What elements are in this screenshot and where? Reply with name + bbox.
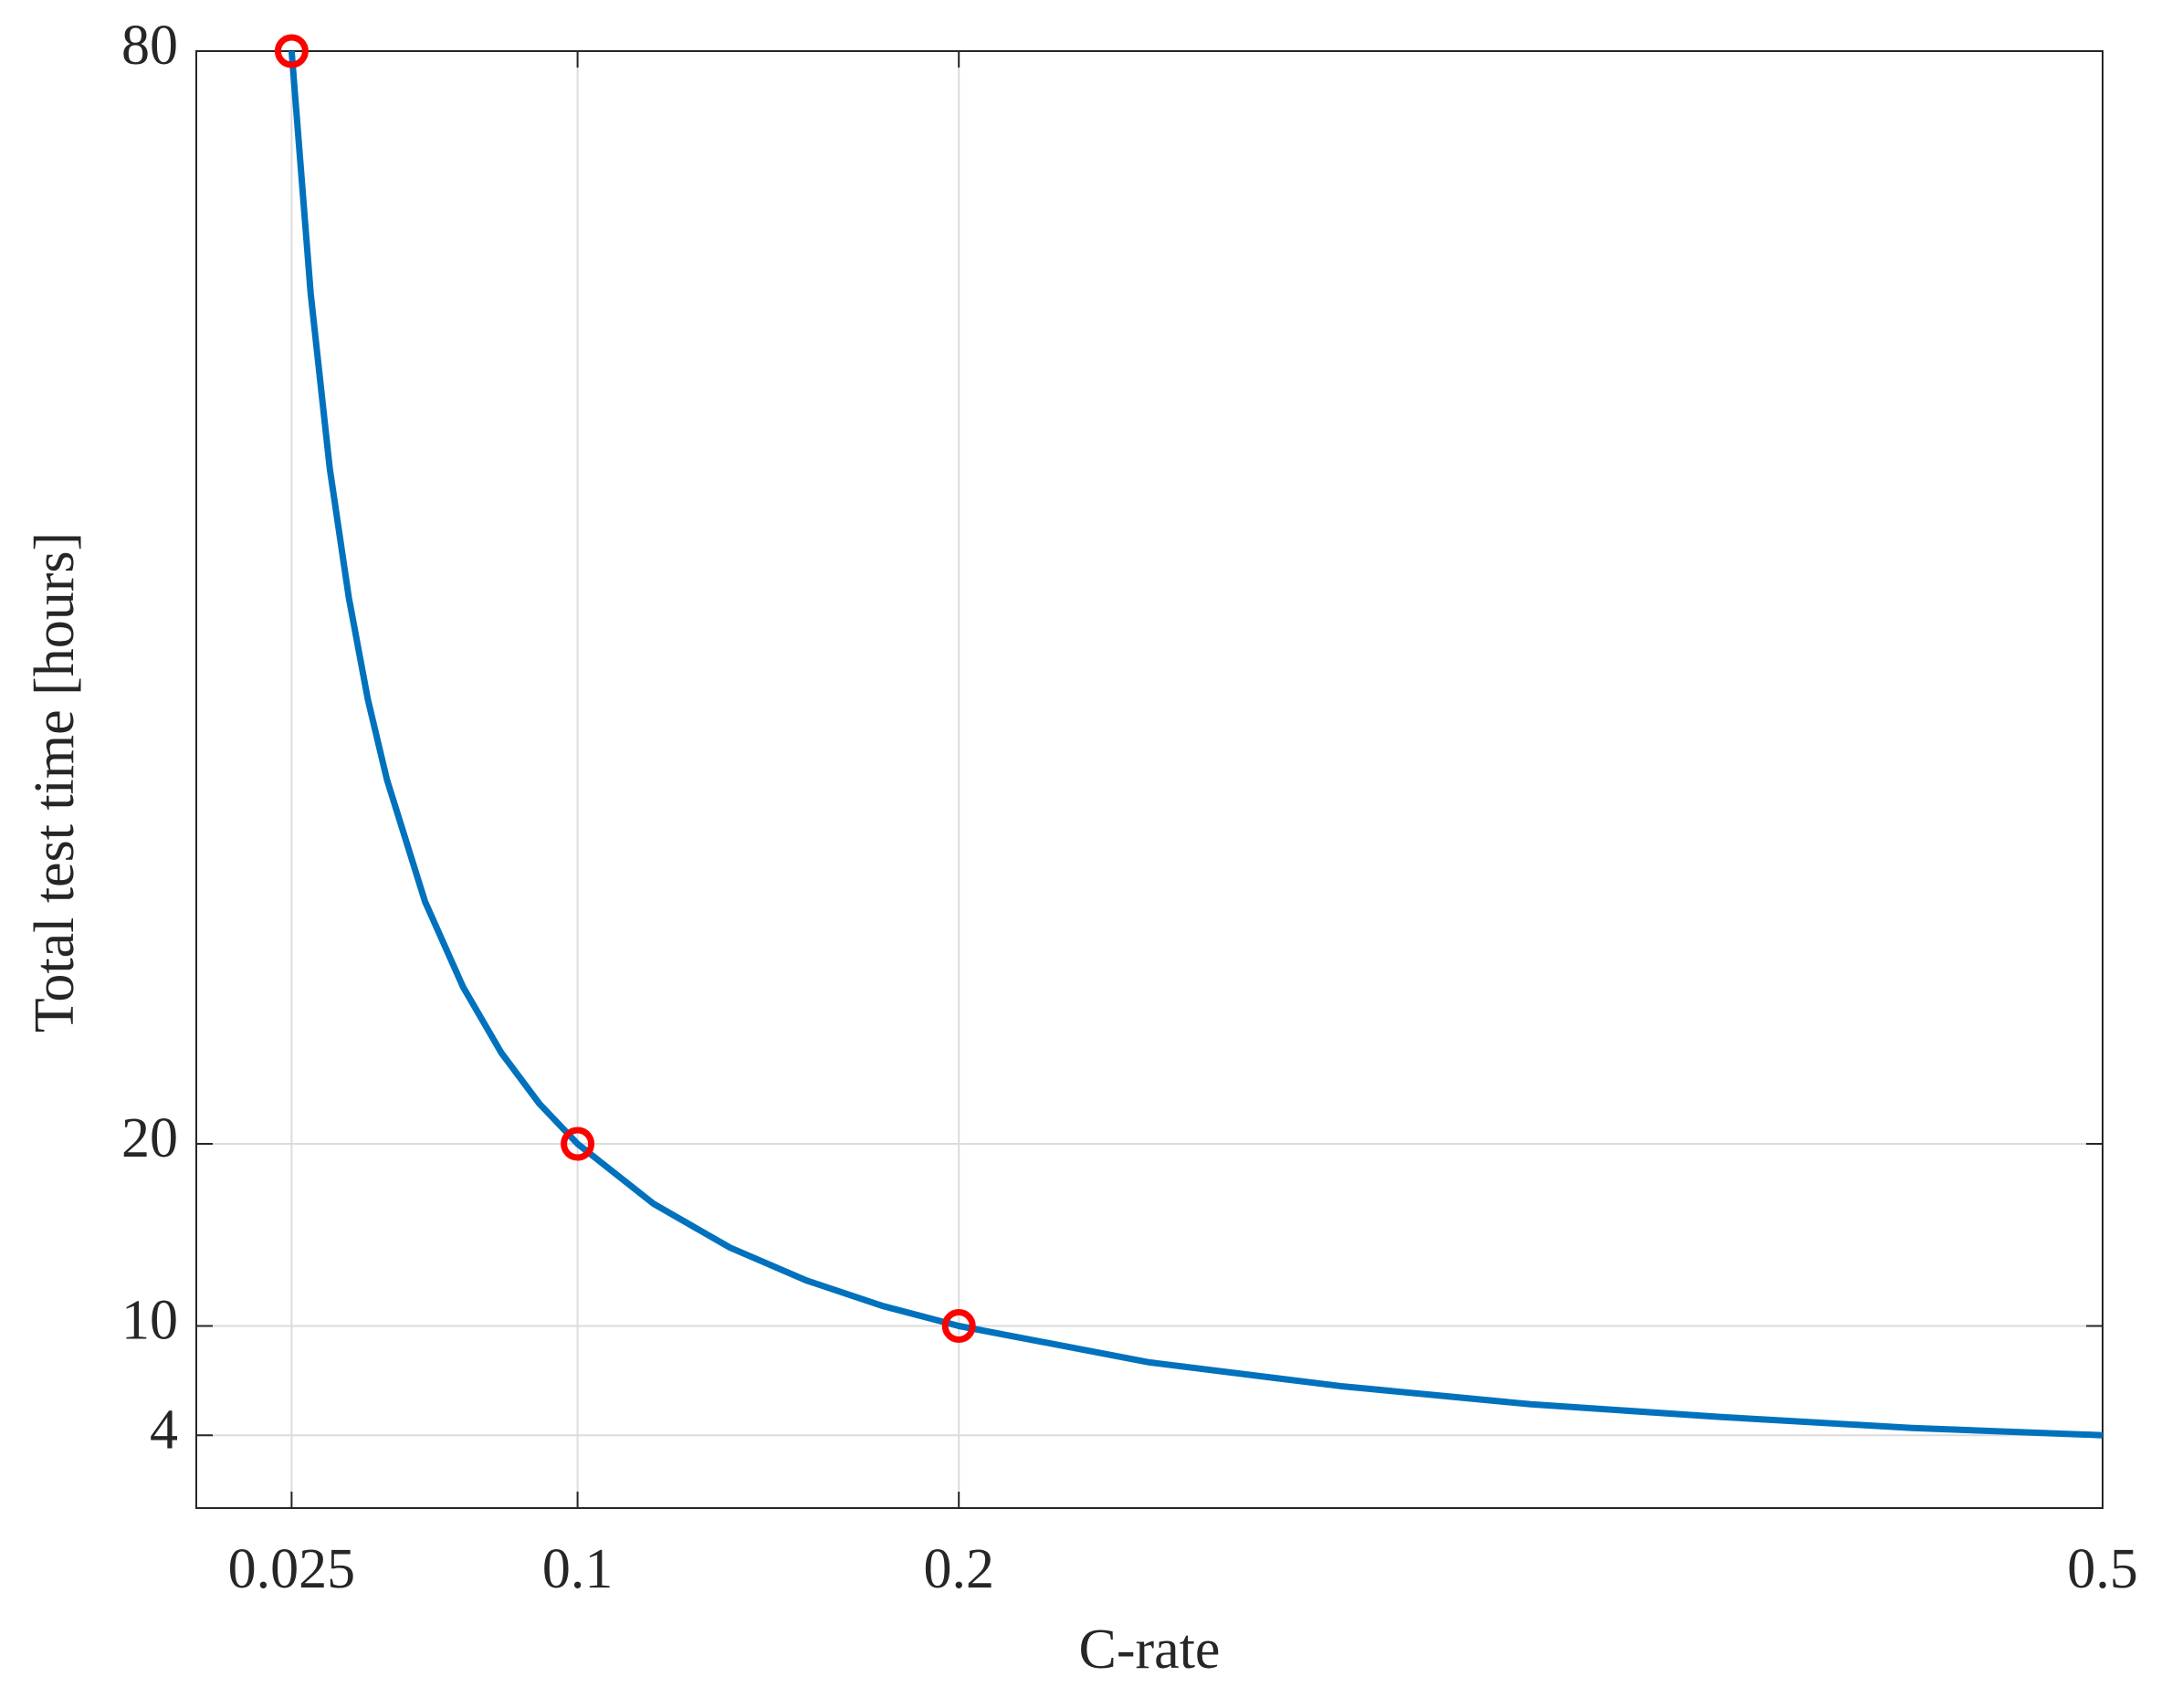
y-tick-label: 4 xyxy=(150,1399,178,1461)
marker xyxy=(561,1126,595,1161)
y-tick-label: 10 xyxy=(121,1290,178,1352)
x-tick-label: 0.1 xyxy=(542,1538,614,1600)
line xyxy=(288,50,2104,1439)
y-axis-label: Total test time [hours] xyxy=(24,532,86,1032)
x-tick-label: 0.025 xyxy=(228,1538,356,1600)
x-tick-label: 0.2 xyxy=(923,1538,994,1600)
marker xyxy=(274,34,309,68)
y-tick-label: 20 xyxy=(121,1107,178,1169)
marker xyxy=(941,1309,976,1343)
plot-frame xyxy=(195,50,2104,1509)
y-tick-label: 80 xyxy=(121,15,178,77)
x-tick-label: 0.5 xyxy=(2067,1538,2138,1600)
x-axis-label: C-rate xyxy=(1079,1619,1221,1681)
